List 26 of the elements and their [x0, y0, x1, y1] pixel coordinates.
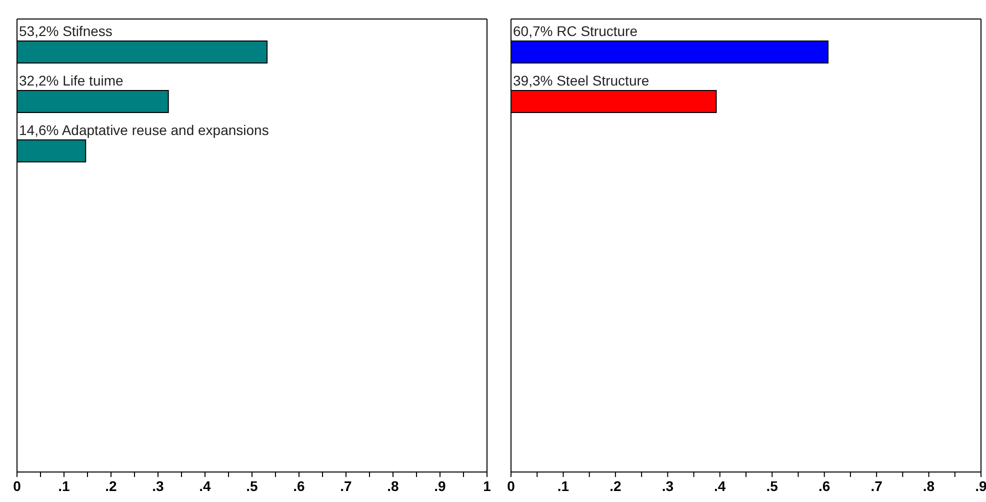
x-tick-label: .7	[870, 478, 883, 494]
x-tick-label: 0	[507, 478, 516, 494]
x-tick-label: .1	[557, 478, 570, 494]
text: 39,3% Steel Structure	[513, 72, 650, 88]
x-tick-label: .1	[58, 478, 70, 494]
text: 32,2% Life tuime	[19, 72, 124, 88]
x-tick-label: .2	[610, 478, 622, 494]
x-tick-label: .9	[434, 478, 446, 494]
x-tick-label: 0	[13, 478, 22, 494]
x-tick-label: .3	[152, 478, 164, 494]
x-tick-label: .9	[975, 478, 986, 494]
x-tick-label: .5	[246, 478, 258, 494]
x-tick-label: .8	[922, 478, 935, 494]
x-tick-label: .5	[766, 478, 778, 494]
x-tick-label: .6	[818, 478, 830, 494]
x-tick-label: .6	[293, 478, 306, 494]
x-tick-label: 1	[483, 478, 492, 494]
x-tick-label: .4	[714, 478, 726, 494]
x-tick-label: .2	[105, 478, 118, 494]
x-tick-label: .8	[387, 478, 400, 494]
text: 60,7% RC Structure	[513, 23, 638, 39]
x-tick-label: .4	[199, 478, 212, 494]
x-tick-label: .7	[340, 478, 352, 494]
text: 14,6% Adaptative reuse and expansions	[19, 122, 269, 138]
x-tick-label: .3	[662, 478, 674, 494]
text: 53,2% Stifness	[19, 23, 112, 39]
